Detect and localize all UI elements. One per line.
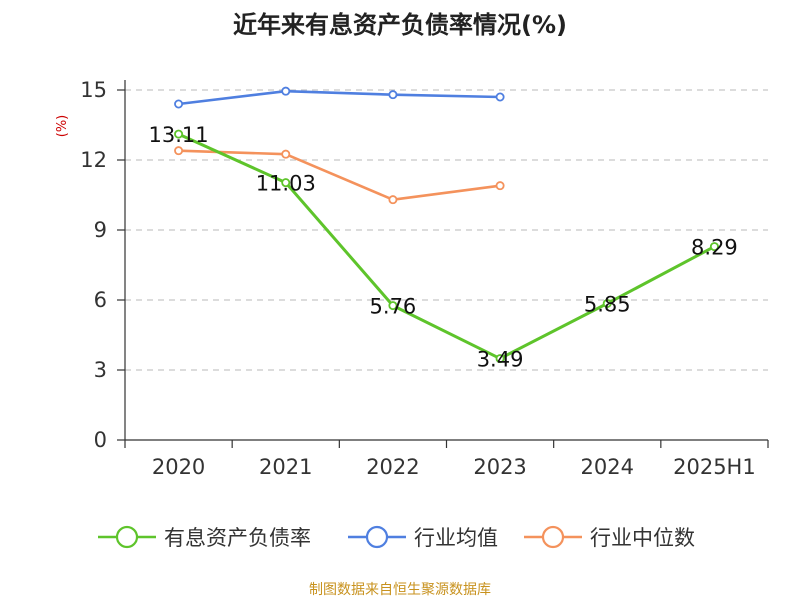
data-label: 8.29 — [691, 236, 738, 260]
legend-item: 有息资产负债率 — [98, 525, 311, 550]
legend: 有息资产负债率 行业均值 行业中位数 — [98, 525, 695, 550]
data-point — [495, 354, 505, 364]
data-point — [388, 90, 398, 100]
legend-item: 行业均值 — [348, 525, 498, 550]
legend-label: 行业中位数 — [590, 526, 695, 550]
y-tick-label: 6 — [94, 288, 107, 312]
series-line — [177, 149, 502, 201]
series-lines — [174, 86, 719, 364]
x-tick-label: 2022 — [366, 455, 419, 479]
data-point — [174, 146, 184, 156]
data-point — [281, 86, 291, 96]
y-axis-label: (%) — [55, 115, 70, 138]
data-labels: 13.11 11.03 5.76 3.49 5.85 8.29 — [149, 123, 738, 371]
axes: 0 3 6 9 12 15 2020 2021 2022 2023 2024 2025H1 — [80, 78, 769, 479]
y-tick-label: 3 — [94, 358, 107, 382]
legend-marker-icon — [541, 525, 565, 549]
data-point — [495, 181, 505, 191]
chart-title: 近年来有息资产负债率情况(%) — [233, 11, 567, 39]
data-point — [174, 129, 184, 139]
legend-label: 有息资产负债率 — [164, 526, 311, 550]
x-tick-label: 2020 — [152, 455, 205, 479]
source-note: 制图数据来自恒生聚源数据库 — [309, 582, 491, 598]
series-1 — [174, 86, 505, 109]
y-tick-label: 0 — [94, 428, 107, 452]
data-point — [388, 195, 398, 205]
x-tick-label: 2021 — [259, 455, 312, 479]
data-label: 13.11 — [149, 123, 209, 147]
data-point — [495, 92, 505, 102]
data-point — [281, 149, 291, 159]
legend-marker-icon — [115, 525, 139, 549]
series-line — [177, 132, 716, 361]
data-point — [709, 242, 719, 252]
x-tick-label: 2023 — [473, 455, 526, 479]
y-tick-label: 12 — [80, 148, 107, 172]
y-tick-label: 15 — [80, 78, 107, 102]
legend-marker-icon — [365, 525, 389, 549]
x-tick-label: 2024 — [581, 455, 634, 479]
data-point — [602, 298, 612, 308]
data-label: 11.03 — [256, 172, 316, 196]
data-label: 5.85 — [584, 293, 631, 317]
y-tick-label: 9 — [94, 218, 107, 242]
series-line — [177, 89, 502, 106]
data-point — [281, 178, 291, 188]
data-label: 3.49 — [477, 348, 524, 372]
data-point — [388, 301, 398, 311]
data-label: 5.76 — [370, 295, 417, 319]
data-point — [174, 99, 184, 109]
gridlines — [125, 89, 768, 371]
legend-item: 行业中位数 — [524, 525, 695, 550]
legend-label: 行业均值 — [414, 526, 498, 550]
x-tick-label: 2025H1 — [673, 455, 756, 479]
series-2 — [174, 146, 505, 205]
series-0 — [174, 129, 719, 364]
